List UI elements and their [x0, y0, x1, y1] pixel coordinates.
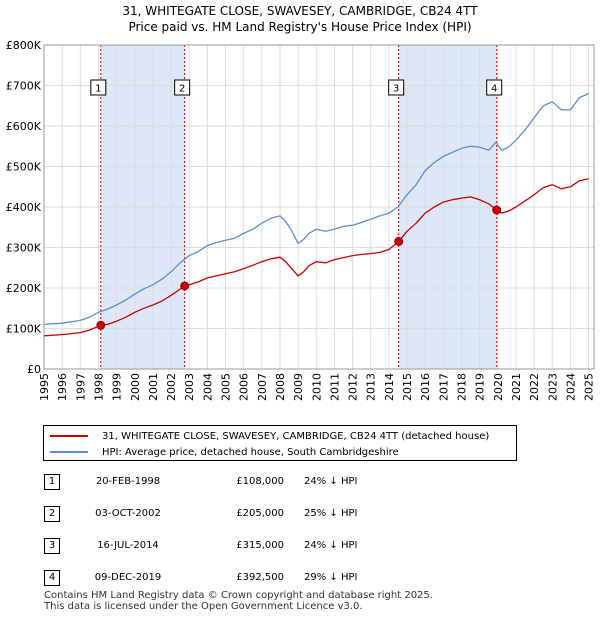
sale-date: 20-FEB-1998	[95, 476, 161, 487]
sale-label-box	[174, 79, 191, 96]
sales-table-row: 4 09-DEC-2019 £392,500 29% ↓ HPI	[44, 570, 404, 586]
x-tick-label: 2021	[510, 373, 523, 401]
y-tick-label: £0	[27, 363, 41, 376]
y-tick-label: £800K	[6, 39, 42, 52]
x-tick-label: 2014	[383, 373, 396, 401]
legend: 31, WHITEGATE CLOSE, SWAVESEY, CAMBRIDGE…	[43, 425, 517, 461]
x-tick-label: 2011	[328, 373, 341, 401]
y-tick-label: £100K	[6, 323, 42, 336]
sales-table-row: 3 16-JUL-2014 £315,000 24% ↓ HPI	[44, 538, 404, 554]
sale-marker-box: 2	[44, 506, 60, 522]
legend-swatch-hpi	[50, 451, 88, 453]
x-tick-label: 2016	[419, 373, 432, 401]
x-tick-label: 1996	[56, 373, 69, 401]
sale-price: £392,500	[236, 572, 284, 583]
x-tick-label: 1999	[111, 373, 124, 401]
x-tick-label: 2012	[347, 373, 360, 401]
x-tick-label: 1997	[74, 373, 87, 401]
chart-title-line2: Price paid vs. HM Land Registry's House …	[128, 20, 472, 34]
x-tick-label: 1998	[92, 373, 105, 401]
y-tick-label: £400K	[6, 201, 42, 214]
sales-table-row: 2 03-OCT-2002 £205,000 25% ↓ HPI	[44, 506, 404, 522]
price-chart: £0 £100K £200K £300K £400K £500K £600K £700K £80…	[6, 39, 596, 401]
sale-hpi-diff: 25% ↓ HPI	[304, 508, 358, 519]
x-tick-label: 2009	[292, 373, 305, 401]
sale-hpi-diff: 24% ↓ HPI	[304, 540, 358, 551]
x-tick-label: 2018	[455, 373, 468, 401]
legend-item-property: 31, WHITEGATE CLOSE, SWAVESEY, CAMBRIDGE…	[50, 429, 489, 443]
x-tick-label: 2024	[564, 373, 577, 401]
sale-hpi-diff: 24% ↓ HPI	[304, 476, 358, 487]
footer-licence: This data is licensed under the Open Gov…	[44, 601, 363, 612]
chart-title-line1: 31, WHITEGATE CLOSE, SWAVESEY, CAMBRIDGE…	[122, 4, 478, 18]
footer-copyright: Contains HM Land Registry data © Crown c…	[44, 590, 433, 601]
x-tick-label: 2019	[474, 373, 487, 401]
x-tick-label: 2025	[583, 373, 596, 401]
legend-label-property: 31, WHITEGATE CLOSE, SWAVESEY, CAMBRIDGE…	[102, 430, 490, 442]
footer: Contains HM Land Registry data © Crown c…	[44, 590, 433, 612]
property-price-line	[43, 178, 589, 337]
x-tick-label: 2006	[238, 373, 251, 401]
y-tick-label: £700K	[6, 80, 42, 93]
sales-table-row: 1 20-FEB-1998 £108,000 24% ↓ HPI	[44, 474, 404, 490]
sale-date: 03-OCT-2002	[95, 508, 161, 519]
x-tick-label: 2001	[147, 373, 160, 401]
sale-label-box	[90, 79, 107, 96]
x-tick-label: 2002	[165, 373, 178, 401]
hpi-line	[43, 93, 589, 326]
y-tick-label: £600K	[6, 120, 42, 133]
sale-label-box	[388, 79, 405, 96]
x-tick-label: 2013	[365, 373, 378, 401]
sale-point	[492, 205, 502, 215]
x-tick-label: 2015	[401, 373, 414, 401]
sale-marker-box: 3	[44, 538, 60, 554]
sale-price: £205,000	[236, 508, 284, 519]
x-tick-label: 2005	[220, 373, 233, 401]
x-tick-label: 2022	[528, 373, 541, 401]
x-tick-label: 2003	[183, 373, 196, 401]
y-tick-label: £500K	[6, 161, 42, 174]
y-tick-label: £300K	[6, 242, 42, 255]
legend-label-hpi: HPI: Average price, detached house, Sout…	[102, 446, 399, 458]
sale-label: 3	[393, 84, 399, 95]
x-tick-label: 2007	[256, 373, 269, 401]
sale-label-box	[486, 79, 503, 96]
x-tick-label: 2000	[129, 373, 142, 401]
legend-swatch-property	[50, 435, 88, 437]
sale-point	[96, 320, 106, 330]
sale-marker-box: 4	[44, 570, 60, 586]
y-tick-label: £200K	[6, 282, 42, 295]
x-tick-label: 2004	[201, 373, 214, 401]
sale-date: 16-JUL-2014	[97, 540, 159, 551]
sale-price: £315,000	[236, 540, 284, 551]
sale-label: 1	[95, 84, 101, 95]
legend-item-hpi: HPI: Average price, detached house, Sout…	[50, 445, 399, 459]
x-tick-label: 2017	[437, 373, 450, 401]
sale-marker-box: 1	[44, 474, 60, 490]
sale-point	[180, 281, 190, 291]
sale-point	[394, 236, 404, 246]
sale-hpi-diff: 29% ↓ HPI	[304, 572, 358, 583]
x-tick-label: 2008	[274, 373, 287, 401]
x-tick-label: 2010	[310, 373, 323, 401]
x-tick-label: 1995	[38, 373, 51, 401]
sale-date: 09-DEC-2019	[94, 572, 162, 583]
x-tick-label: 2023	[546, 373, 559, 401]
sale-label: 4	[491, 84, 497, 95]
plot-border	[43, 44, 595, 370]
sale-label: 2	[179, 84, 185, 95]
sale-price: £108,000	[236, 476, 284, 487]
x-tick-label: 2020	[492, 373, 505, 401]
